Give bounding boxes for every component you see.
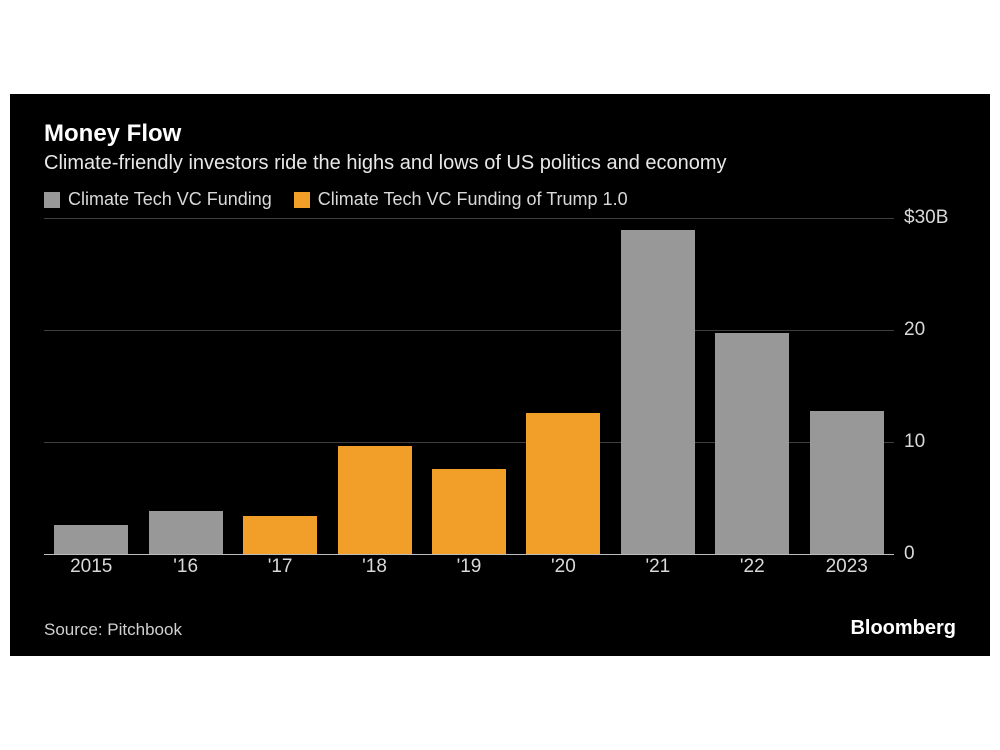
bar-2021	[621, 230, 695, 554]
chart-title: Money Flow	[44, 120, 956, 148]
bar-2022	[715, 333, 789, 554]
x-label-2020: '20	[526, 556, 600, 578]
chart-footer: Source: Pitchbook Bloomberg	[44, 617, 956, 640]
gridline-0	[44, 554, 894, 555]
chart-area: $30B 20 10 0 2015 '16 '17 '18 '19 '20 '2…	[44, 218, 956, 578]
brand-text: Bloomberg	[850, 617, 956, 640]
bar-2017	[243, 516, 317, 554]
x-label-2015: 2015	[54, 556, 128, 578]
y-tick-0: 0	[904, 543, 915, 565]
legend-label-0: Climate Tech VC Funding	[68, 189, 272, 210]
legend-item-1: Climate Tech VC Funding of Trump 1.0	[294, 189, 628, 210]
bar-2018	[338, 446, 412, 554]
y-tick-10: 10	[904, 431, 925, 453]
legend-swatch-0	[44, 192, 60, 208]
x-label-2019: '19	[432, 556, 506, 578]
legend-swatch-1	[294, 192, 310, 208]
bar-2019	[432, 469, 506, 554]
bar-2016	[149, 511, 223, 554]
legend: Climate Tech VC Funding Climate Tech VC …	[44, 189, 956, 210]
bar-2015	[54, 525, 128, 554]
x-label-2017: '17	[243, 556, 317, 578]
outer-frame: Money Flow Climate-friendly investors ri…	[0, 0, 1000, 750]
x-label-2022: '22	[715, 556, 789, 578]
x-label-2023: 2023	[810, 556, 884, 578]
y-axis: $30B 20 10 0	[898, 218, 956, 554]
x-label-2021: '21	[621, 556, 695, 578]
bar-2023	[810, 411, 884, 554]
x-label-2018: '18	[338, 556, 412, 578]
bar-2020	[526, 413, 600, 554]
legend-label-1: Climate Tech VC Funding of Trump 1.0	[318, 189, 628, 210]
source-text: Source: Pitchbook	[44, 620, 182, 640]
bars-container	[44, 218, 894, 554]
plot-area	[44, 218, 894, 554]
chart-panel: Money Flow Climate-friendly investors ri…	[10, 94, 990, 656]
x-axis: 2015 '16 '17 '18 '19 '20 '21 '22 2023	[44, 556, 894, 578]
y-tick-20: 20	[904, 319, 925, 341]
y-tick-30: $30B	[904, 207, 948, 229]
chart-subtitle: Climate-friendly investors ride the high…	[44, 152, 956, 175]
legend-item-0: Climate Tech VC Funding	[44, 189, 272, 210]
x-label-2016: '16	[149, 556, 223, 578]
